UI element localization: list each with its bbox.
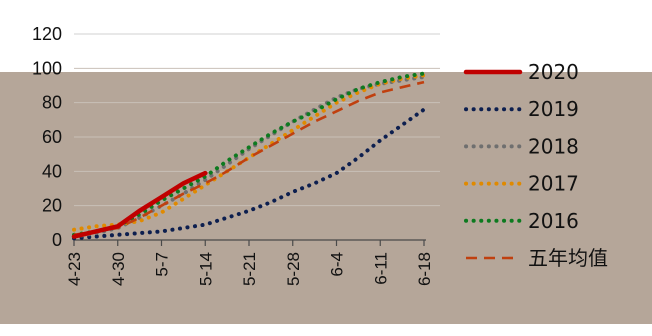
series-line-0 (71, 170, 208, 239)
x-tick-label: 5-7 (153, 252, 172, 277)
y-tick-label: 80 (42, 93, 62, 113)
x-tick-label: 5-21 (240, 252, 259, 286)
legend-label: 2020 (528, 60, 579, 84)
legend-label: 2018 (528, 134, 579, 158)
x-tick-label: 6-4 (328, 252, 347, 277)
x-tick-label: 6-11 (371, 252, 390, 285)
plot-background (0, 72, 652, 324)
y-tick-label: 40 (42, 161, 62, 181)
axis-layer: 0 20 40 60 80 100 120 4-23 4-30 5-7 5-14 5-21 5-28 6-… (32, 24, 434, 286)
y-tick-label: 20 (42, 196, 62, 216)
legend-label: 五年均值 (528, 246, 608, 270)
x-tick-label: 6-18 (415, 252, 434, 286)
grid-layer (74, 33, 440, 207)
y-tick-label: 120 (32, 24, 62, 44)
y-tick-label: 60 (42, 127, 62, 147)
background-layer (0, 72, 652, 324)
legend: 2020 2019 2018 2017 2016 五年均值 (463, 60, 608, 270)
series-layer (71, 71, 426, 241)
x-tick-label: 4-23 (65, 252, 84, 286)
series-line-5 (73, 80, 425, 237)
x-tick-label: 4-30 (109, 252, 128, 286)
legend-label: 2016 (528, 209, 579, 233)
legend-label: 2017 (528, 172, 579, 196)
y-tick-label: 100 (32, 58, 62, 78)
legend-label: 2019 (528, 97, 579, 121)
x-tick-label: 5-28 (284, 252, 303, 286)
y-tick-label: 0 (52, 230, 62, 250)
x-tick-label: 5-14 (196, 252, 215, 286)
